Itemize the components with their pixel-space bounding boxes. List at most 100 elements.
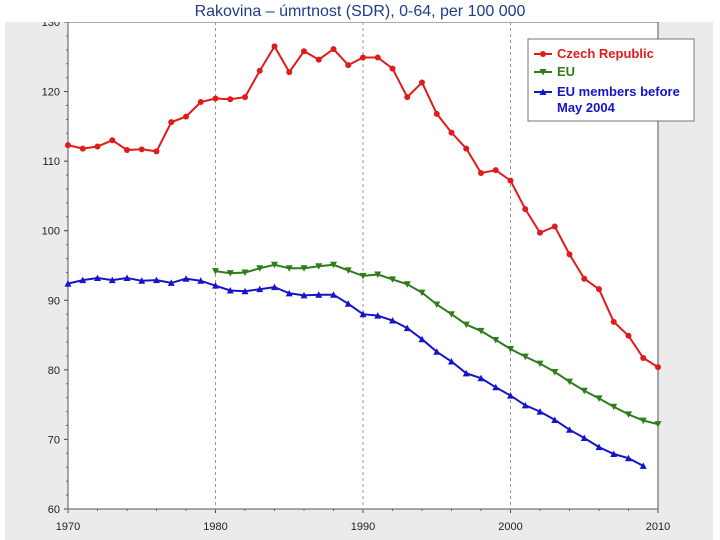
data-point [330, 261, 337, 269]
axis-ticks: 1970 1980 1990 2000 2010 60 70 80 90 100 110 120 130 [42, 22, 670, 533]
data-point [212, 268, 219, 275]
data-point [153, 148, 160, 155]
x-tick-label: 1990 [351, 521, 375, 533]
data-point [610, 318, 617, 325]
data-point [271, 283, 278, 291]
series-czech-republic [65, 43, 661, 371]
data-point [212, 95, 219, 102]
data-point [625, 454, 632, 462]
data-point [551, 416, 559, 423]
data-point [359, 310, 367, 318]
data-point [551, 368, 559, 376]
data-point [418, 289, 426, 297]
data-point [419, 79, 425, 86]
data-point [507, 392, 514, 399]
legend-label: Czech Republic [557, 46, 654, 61]
legend-marker [539, 88, 547, 95]
data-point [448, 311, 455, 318]
data-point [109, 137, 116, 144]
data-point [360, 54, 366, 61]
legend-entry-eu-members-before-may-2004: EU members before May 2004 [534, 84, 680, 115]
series-eu [212, 261, 662, 428]
series-eu-members-before-may-2004 [64, 274, 647, 469]
data-point [345, 62, 352, 69]
data-point [537, 229, 543, 236]
data-point [492, 167, 499, 174]
y-tick-label: 120 [42, 87, 60, 99]
y-tick-label: 70 [48, 434, 60, 446]
data-point [389, 276, 396, 283]
y-tick-label: 60 [48, 504, 60, 516]
y-tick-label: 130 [42, 22, 60, 29]
y-tick-label: 90 [48, 295, 60, 307]
data-point [315, 56, 322, 63]
data-point [639, 462, 647, 469]
data-point [256, 285, 264, 293]
data-point [301, 48, 307, 55]
data-point [94, 274, 101, 282]
data-point [551, 223, 558, 230]
data-point [153, 276, 160, 284]
data-point [595, 395, 603, 402]
x-tick-label: 2000 [498, 521, 522, 533]
data-point [108, 276, 116, 284]
x-tick-label: 2010 [646, 521, 670, 533]
data-point [212, 282, 219, 289]
data-point [536, 408, 544, 415]
y-tick-label: 110 [42, 156, 60, 168]
x-tick-label: 1980 [203, 521, 227, 533]
data-point [374, 312, 382, 319]
legend: Czech Republic EU EU members before May 200… [527, 38, 695, 122]
data-point [344, 267, 352, 274]
data-point [448, 358, 455, 365]
data-point [242, 94, 248, 101]
data-point [595, 443, 603, 451]
data-point [79, 276, 87, 284]
y-tick-label: 80 [48, 365, 60, 377]
data-point [183, 113, 189, 120]
data-point [241, 287, 249, 295]
data-point [433, 110, 440, 117]
data-point [581, 275, 588, 282]
data-point [492, 383, 500, 391]
series-group [64, 43, 662, 469]
data-point [256, 265, 264, 272]
data-point [359, 272, 367, 280]
data-point [403, 324, 411, 332]
data-point [374, 54, 381, 61]
data-point [315, 291, 323, 298]
data-point [226, 270, 234, 277]
data-point [566, 378, 573, 386]
data-point [285, 289, 293, 297]
data-point [64, 280, 72, 287]
data-point [462, 369, 470, 377]
data-point [271, 43, 278, 50]
data-point [271, 261, 278, 269]
data-point [610, 403, 618, 411]
legend-marker [539, 69, 547, 76]
data-point [389, 65, 396, 72]
data-point [477, 327, 485, 335]
slide-title: Rakovina – úmrtnost (SDR), 0-64, per 100… [194, 3, 526, 20]
data-point [418, 335, 426, 343]
data-point [566, 251, 573, 258]
x-tick-label: 1970 [56, 521, 80, 533]
legend-box [527, 38, 695, 122]
data-point [226, 287, 234, 294]
data-point [522, 206, 529, 213]
data-point [94, 143, 101, 150]
data-point [286, 69, 293, 76]
data-point [138, 146, 145, 153]
legend-marker [540, 51, 546, 57]
data-point [654, 421, 662, 428]
data-point [389, 316, 396, 324]
legend-entry-eu: EU [534, 64, 575, 79]
data-point [640, 355, 647, 362]
data-point [478, 169, 484, 176]
data-point [507, 177, 514, 184]
chart-frame: 1970 1980 1990 2000 2010 60 70 80 90 100 110 120 130… [5, 22, 713, 540]
legend-label: EU [557, 64, 575, 79]
legend-label: EU members before May 2004 [557, 84, 680, 115]
data-point [433, 348, 441, 355]
data-point [625, 332, 632, 339]
